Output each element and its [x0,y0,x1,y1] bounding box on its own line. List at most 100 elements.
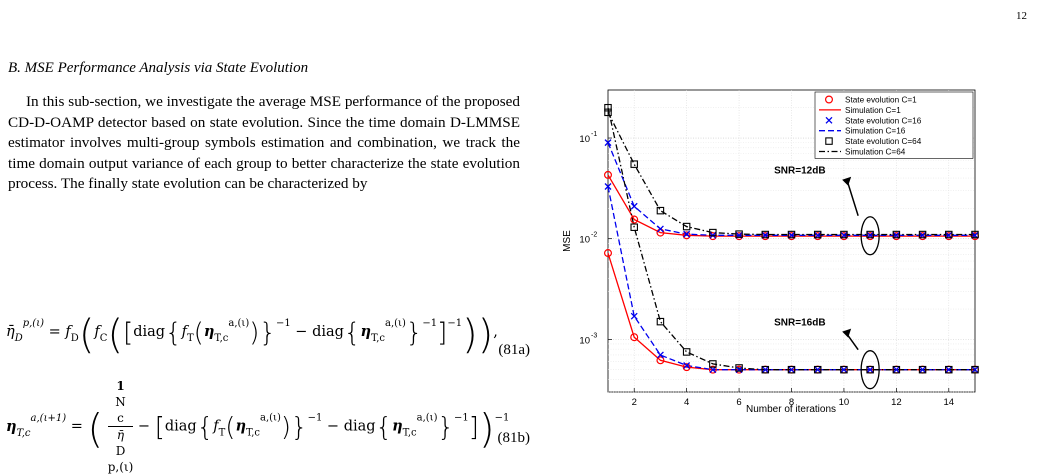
data-point [630,202,638,210]
annotation-arrow [847,335,859,351]
x-tick-label: 14 [943,397,954,408]
data-point [603,170,612,179]
data-point [945,365,953,374]
equation-tag: (81a) [498,342,530,358]
y-tick-exponent: -1 [591,131,597,138]
series-layer [603,103,980,374]
x-stroke [630,312,638,320]
equation-tag: (81b) [497,430,531,446]
x-stroke [683,230,691,238]
x-stroke [630,202,638,210]
data-point [630,160,638,168]
data-point [709,228,717,237]
data-point [604,108,612,117]
data-point [735,230,743,238]
data-point [788,366,795,374]
x-stroke [971,366,979,374]
legend-label: State evolution C=16 [845,116,922,125]
data-point [892,230,901,239]
data-point [892,366,900,374]
data-point [683,230,691,238]
data-point [604,103,612,112]
data-point [840,366,848,374]
data-point [813,365,822,374]
legend-label: Simulation C=16 [845,127,906,136]
equation-81a: η̄Dp,(ι) = fD(fC([diag{fT(ηT,ca,(ι))}−1 … [6,312,530,358]
x-stroke [761,366,769,374]
legend-marker [825,116,833,124]
data-point [971,230,979,239]
x-stroke [604,139,612,147]
x-tick-label: 2 [632,397,637,408]
x-tick-label: 8 [789,397,794,408]
annotation-label: SNR=12dB [774,166,825,177]
annotation-arrowhead [842,176,852,186]
data-point [814,366,822,374]
data-point [604,183,612,190]
legend-label: State evolution C=1 [845,96,917,105]
legend-marker [825,95,834,104]
annotation-layer: SNR=12dB SNR=16dB [774,166,880,390]
data-point [971,365,979,374]
eq81b-lhs: ηT,ca,(ι+1) [6,412,67,439]
data-point [866,365,874,374]
x-stroke [945,366,953,374]
data-point [735,364,743,372]
y-tick-exponent: -3 [591,332,597,339]
paragraph-text: In this sub-section, we investigate the … [8,93,520,192]
x-stroke [656,225,664,233]
page-number: 12 [1016,10,1027,22]
x-tick-label: 4 [684,397,689,408]
x-tick-label: 10 [839,397,850,408]
data-point [945,230,953,239]
data-point [787,365,796,374]
data-point [761,366,769,374]
legend-box [814,91,974,159]
data-point [892,365,901,374]
y-tick-exponent: -2 [591,232,597,239]
data-point [682,348,691,356]
x-stroke [919,366,927,374]
eq81a-lhs: η̄Dp,(ι) [6,318,45,344]
data-point [656,225,664,233]
data-point [761,230,770,239]
annotation-arrowhead [842,328,852,338]
x-stroke [840,366,848,374]
series-line [607,112,975,236]
mse-chart: 2 4 6 8 10 12 14 10 -1 10 -2 10 -3 MSE Number of ite… [560,82,990,422]
legend-marker [825,137,833,145]
x-stroke [892,366,900,374]
data-point [604,139,612,147]
data-point [682,231,691,240]
annotation-label: SNR=16dB [774,318,825,329]
data-point [683,362,691,369]
annotation-ellipse [860,350,880,390]
legend-label: Simulation C=1 [845,106,901,115]
x-stroke [683,362,691,369]
data-point [630,223,638,231]
y-axis-label: MSE [562,230,573,252]
x-stroke [604,183,612,190]
data-point [630,312,638,320]
data-point [709,360,717,368]
x-axis-label: Number of iterations [746,404,836,415]
data-point [761,365,770,374]
data-point [945,366,953,374]
x-stroke [814,366,822,374]
data-point [682,222,691,231]
data-point [708,365,717,374]
data-point [866,366,874,374]
y-tick-label: 10 [579,134,590,145]
series-markers [604,108,979,239]
data-point [918,365,927,374]
data-point [840,230,848,239]
x-stroke [788,366,795,374]
data-point [971,366,979,374]
data-point [866,230,874,239]
data-point [656,351,664,359]
